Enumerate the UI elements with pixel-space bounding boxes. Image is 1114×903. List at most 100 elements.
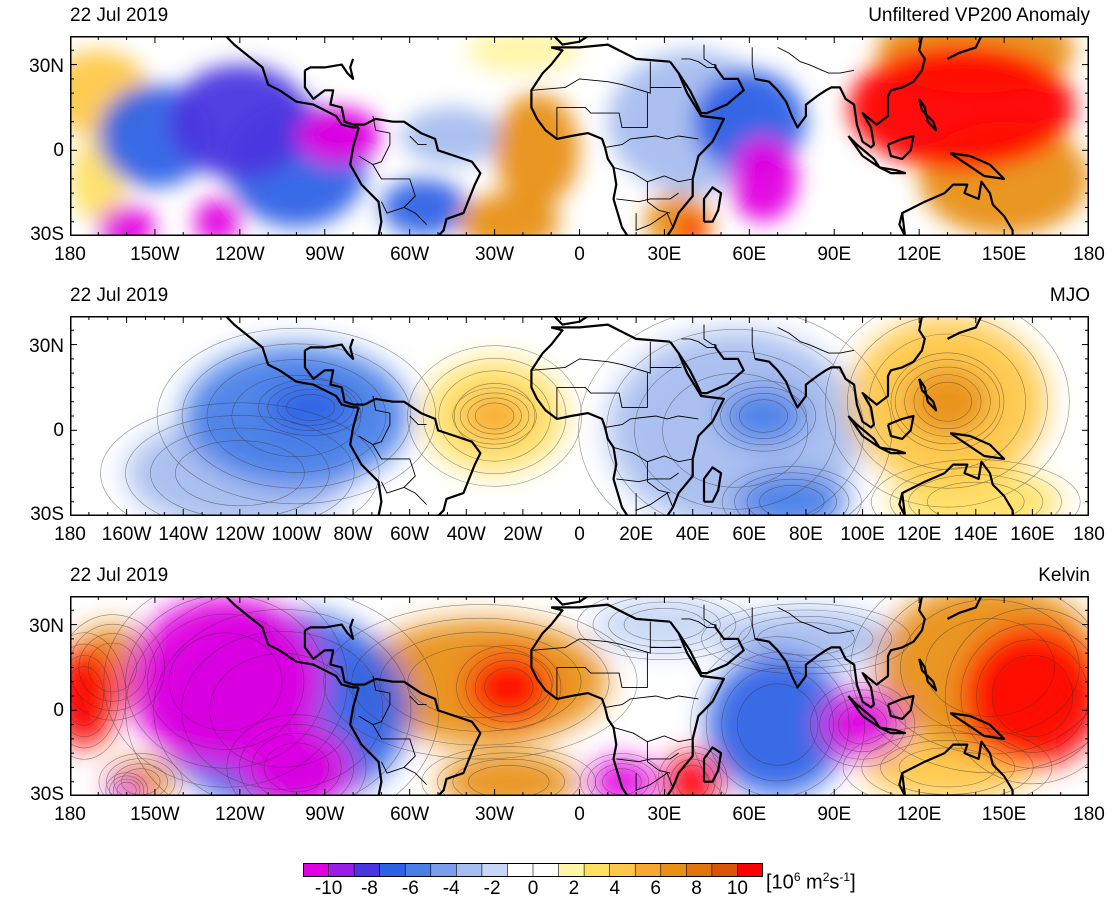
lon-label: 80W (333, 524, 373, 545)
country-border (616, 472, 679, 483)
panel-mjo: 22 Jul 2019 MJO 30N 0 30S 180 160W 140W 120… (0, 280, 1114, 560)
lon-label: 90E (817, 804, 852, 825)
lon-label: 180 (1073, 244, 1105, 265)
lon-label: 90E (817, 244, 852, 265)
colorbar-swatch (303, 863, 330, 877)
country-border (531, 358, 682, 374)
contour-line (734, 472, 850, 516)
lon-label: 120W (215, 804, 265, 825)
country-border (646, 461, 671, 494)
country-border (409, 415, 427, 426)
contour-line (407, 345, 582, 487)
coastline (946, 596, 983, 620)
coastline (666, 621, 725, 796)
contour-line (623, 607, 706, 642)
anomaly-blob (466, 653, 552, 722)
country-border (635, 772, 674, 791)
lon-label: 100W (271, 524, 322, 545)
lon-label: 120E (896, 804, 942, 825)
panel-title: MJO (1049, 285, 1090, 306)
lon-label: 20E (619, 524, 654, 545)
lon-label: 40E (675, 524, 710, 545)
country-border (649, 621, 682, 648)
contour-line (70, 614, 165, 721)
colorbar-tick-label: 4 (609, 878, 621, 899)
lat-label-30s: 30S (30, 504, 64, 525)
anomaly-blob (721, 610, 891, 668)
contour-line (913, 374, 982, 430)
contour-line (276, 389, 345, 426)
country-border (380, 761, 405, 774)
country-border (751, 607, 756, 639)
contour-line (634, 350, 837, 510)
colorbar-swatch (609, 863, 637, 877)
colorbar-swatch (737, 863, 763, 877)
country-border (372, 724, 427, 785)
contour-line (263, 742, 330, 793)
colorbar-swatch (430, 863, 458, 877)
colorbar (303, 863, 763, 877)
country-border (751, 47, 756, 79)
lon-label: 150E (981, 804, 1027, 825)
coastline (847, 415, 881, 449)
country-border (613, 166, 693, 183)
lat-label-0: 0 (53, 420, 64, 441)
coastline (754, 596, 926, 709)
contour-line (889, 466, 1062, 516)
lon-label: 160W (101, 524, 152, 545)
colorbar-swatch (634, 863, 662, 877)
contour-line (871, 459, 1081, 516)
colorbar-swatch (456, 863, 483, 877)
panel-date: 22 Jul 2019 (70, 565, 169, 586)
country-border (604, 695, 699, 708)
contour-line (810, 682, 916, 768)
country-border (358, 115, 391, 166)
colorbar-swatch (328, 863, 355, 877)
anomaly-blob (296, 107, 382, 165)
contour-line (720, 386, 807, 446)
colorbar-tick-label: 6 (650, 878, 661, 899)
coastline (349, 687, 383, 796)
lon-label: 120W (215, 524, 265, 545)
anomaly-blob (437, 753, 580, 796)
coastline (530, 326, 629, 516)
country-border (777, 606, 855, 634)
coastline (677, 344, 745, 395)
contour-line (153, 609, 412, 796)
coastline (224, 596, 359, 689)
lon-label: 120W (215, 244, 265, 265)
coastline (666, 341, 725, 516)
contour-line (587, 758, 657, 796)
lat-label-0: 0 (53, 700, 64, 721)
contour-line (70, 632, 127, 760)
contour-line (861, 732, 1034, 796)
coastline (898, 180, 1014, 236)
contour-line (900, 599, 1080, 736)
lon-label: 80E (789, 524, 823, 545)
anomaly-blob (706, 653, 849, 796)
contour-line (459, 392, 530, 440)
country-border (616, 192, 679, 203)
lon-label: 140W (158, 524, 209, 545)
country-border (616, 752, 679, 763)
coastline (702, 186, 723, 223)
anomaly-blob (109, 776, 144, 796)
lat-label-30s: 30S (30, 784, 64, 805)
lon-label: 0 (574, 804, 585, 825)
contour-line (181, 343, 412, 489)
lon-label: 60E (732, 804, 767, 825)
contour-line (991, 654, 1074, 738)
anomaly-blob (593, 596, 736, 654)
anomaly-blob (729, 136, 798, 222)
contour-line (465, 652, 552, 723)
lat-label-30n: 30N (29, 616, 64, 637)
coastline (304, 618, 355, 640)
panel-title: Kelvin (1038, 565, 1090, 586)
contour-line (109, 775, 145, 796)
contour-line (467, 397, 522, 435)
country-border (604, 415, 699, 428)
anomaly-blob (460, 393, 529, 439)
country-border (372, 444, 427, 505)
coastline (303, 630, 482, 796)
lat-label-30n: 30N (29, 336, 64, 357)
